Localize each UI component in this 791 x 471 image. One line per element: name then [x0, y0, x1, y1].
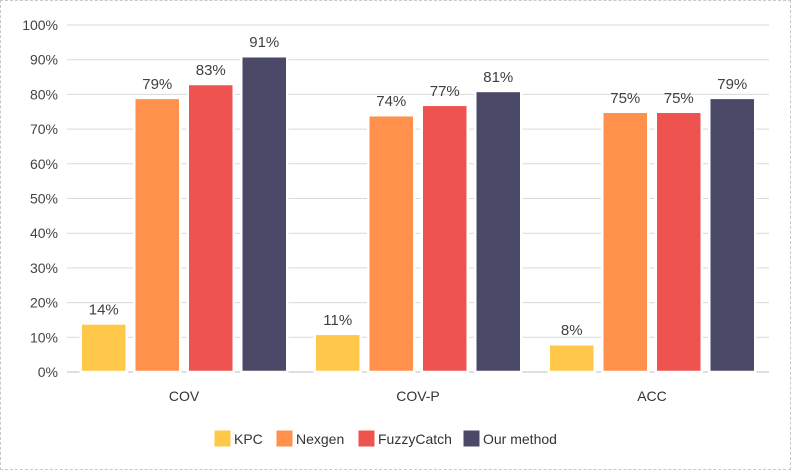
category-label: COV — [169, 388, 200, 404]
data-label: 75% — [664, 90, 694, 107]
bar-nexgen-cov — [133, 96, 182, 374]
data-label: 81% — [483, 69, 513, 86]
bar-kpc-cov-p — [313, 332, 362, 374]
legend: KPC Nexgen FuzzyCatch Our method — [213, 429, 557, 448]
legend-label: Our method — [483, 431, 557, 447]
category-label: ACC — [637, 388, 667, 404]
y-tick-label: 50% — [30, 191, 58, 207]
bar-nexgen-cov-p — [367, 113, 416, 374]
bars — [79, 54, 757, 374]
data-label: 11% — [323, 312, 352, 329]
y-tick-label: 30% — [30, 260, 58, 276]
y-tick-label: 80% — [30, 86, 58, 102]
legend-label: Nexgen — [296, 431, 344, 447]
data-label: 75% — [610, 90, 640, 107]
legend-swatch — [357, 429, 376, 448]
category-label: COV-P — [396, 388, 440, 404]
y-tick-label: 0% — [38, 364, 58, 380]
bar-fuzzycatch-cov — [186, 82, 235, 374]
data-label: 8% — [561, 322, 583, 339]
data-label: 79% — [142, 76, 172, 93]
y-tick-label: 40% — [30, 225, 58, 241]
bar-kpc-acc — [547, 342, 596, 374]
bar-our-method-cov-p — [474, 89, 523, 374]
y-tick-label: 70% — [30, 121, 58, 137]
y-tick-label: 100% — [22, 17, 58, 33]
bar-kpc-cov — [79, 322, 128, 374]
data-label: 79% — [717, 76, 747, 93]
legend-swatch — [462, 429, 481, 448]
bar-our-method-cov — [240, 54, 289, 374]
bar-fuzzycatch-acc — [654, 110, 703, 374]
legend-swatch — [213, 429, 232, 448]
data-label: 77% — [430, 83, 460, 100]
legend-swatch — [275, 429, 294, 448]
data-label: 91% — [249, 34, 279, 51]
y-axis-ticks: 0% 10% 20% 30% 40% 50% 60% 70% 80% 90% 100% — [22, 17, 58, 380]
legend-label: FuzzyCatch — [378, 431, 452, 447]
x-axis-categories: COV COV-P ACC — [169, 388, 667, 404]
bar-nexgen-acc — [601, 110, 650, 374]
legend-label: KPC — [234, 431, 263, 447]
bar-fuzzycatch-cov-p — [420, 103, 469, 374]
data-label: 83% — [196, 62, 226, 79]
y-tick-label: 10% — [30, 329, 58, 345]
data-labels: 14% 79% 83% 91% 11% 74% 77% 81% 8% 75% 75% 79% — [89, 34, 748, 339]
y-tick-label: 90% — [30, 52, 58, 68]
gridlines — [67, 24, 769, 373]
y-tick-label: 20% — [30, 295, 58, 311]
data-label: 14% — [89, 301, 119, 318]
data-label: 74% — [376, 93, 406, 110]
bar-our-method-acc — [708, 96, 757, 374]
y-tick-label: 60% — [30, 156, 58, 172]
